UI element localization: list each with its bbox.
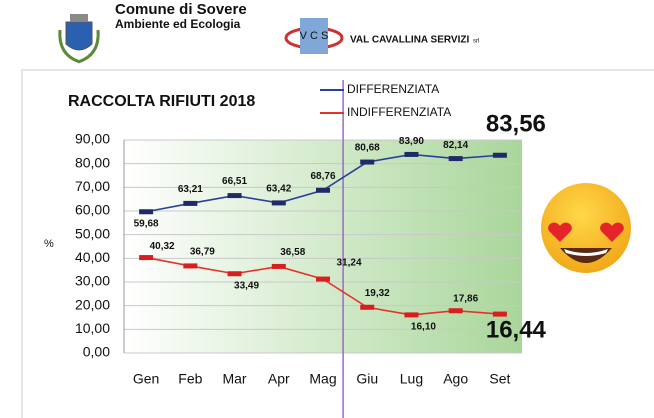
y-tick-label: 80,00: [75, 154, 110, 170]
chart-title: RACCOLTA RIFIUTI 2018: [68, 93, 255, 110]
marker: [492, 152, 507, 158]
value-label: 36,58: [280, 247, 305, 258]
y-tick-label: 10,00: [75, 320, 110, 336]
marker: [271, 200, 286, 206]
y-tick-label: 50,00: [75, 225, 110, 241]
value-label: 40,32: [150, 241, 175, 252]
marker: [404, 151, 419, 157]
emoji: [541, 183, 631, 273]
y-tick-label: 40,00: [75, 249, 110, 265]
value-label: 68,76: [310, 171, 335, 182]
value-label: 59,68: [134, 218, 159, 229]
y-tick-label: 30,00: [75, 273, 110, 289]
value-label: 17,86: [453, 293, 478, 304]
department: Ambiente ed Ecologia: [115, 17, 241, 31]
marker: [227, 193, 242, 199]
y-tick-label: 90,00: [75, 131, 110, 147]
x-tick-label: Mar: [222, 371, 246, 387]
marker: [227, 271, 242, 277]
legend-label: DIFFERENZIATA: [347, 82, 439, 96]
crest: [58, 14, 100, 64]
org-name: Comune di Sovere: [115, 1, 247, 18]
marker: [139, 209, 154, 215]
marker: [448, 308, 463, 314]
value-label: 33,49: [234, 280, 259, 291]
marker: [360, 304, 375, 310]
value-label: 19,32: [365, 288, 390, 299]
value-label-big: 83,56: [486, 111, 546, 138]
marker: [271, 263, 286, 269]
marker: [316, 276, 330, 282]
marker: [316, 187, 330, 193]
y-tick-label: 20,00: [75, 296, 110, 312]
x-tick-label: Lug: [400, 371, 423, 387]
y-axis-label: %: [44, 238, 54, 250]
marker: [183, 200, 198, 206]
value-label: 63,42: [266, 184, 291, 195]
x-tick-label: Ago: [443, 371, 468, 387]
x-tick-label: Giu: [356, 371, 378, 387]
x-tick-label: Gen: [133, 371, 159, 387]
value-label: 63,21: [178, 184, 203, 195]
value-label-big: 16,44: [486, 316, 547, 343]
y-tick-label: 70,00: [75, 178, 110, 194]
legend-label: INDIFFERENZIATA: [347, 105, 451, 119]
logo-letters: V C S: [300, 30, 329, 42]
value-label: 16,10: [411, 322, 436, 333]
plot-area: [124, 140, 522, 353]
company: VAL CAVALLINA SERVIZI: [350, 35, 469, 46]
company-suffix: srl: [473, 39, 479, 45]
value-label: 36,79: [190, 247, 215, 258]
value-label: 31,24: [336, 258, 361, 269]
value-label: 80,68: [355, 143, 380, 154]
marker: [404, 312, 419, 318]
x-tick-label: Apr: [268, 371, 290, 387]
x-tick-label: Set: [489, 371, 510, 387]
marker: [492, 311, 507, 317]
marker: [360, 159, 375, 165]
marker: [139, 255, 154, 261]
y-tick-label: 0,00: [83, 344, 110, 360]
value-label: 82,14: [443, 140, 468, 151]
value-label: 83,90: [399, 136, 424, 147]
x-tick-label: Feb: [178, 371, 202, 387]
marker: [183, 263, 198, 269]
value-label: 66,51: [222, 176, 247, 187]
y-tick-label: 60,00: [75, 202, 110, 218]
x-tick-label: Mag: [309, 371, 336, 387]
vcs-logo: [284, 18, 344, 54]
marker: [448, 156, 463, 162]
